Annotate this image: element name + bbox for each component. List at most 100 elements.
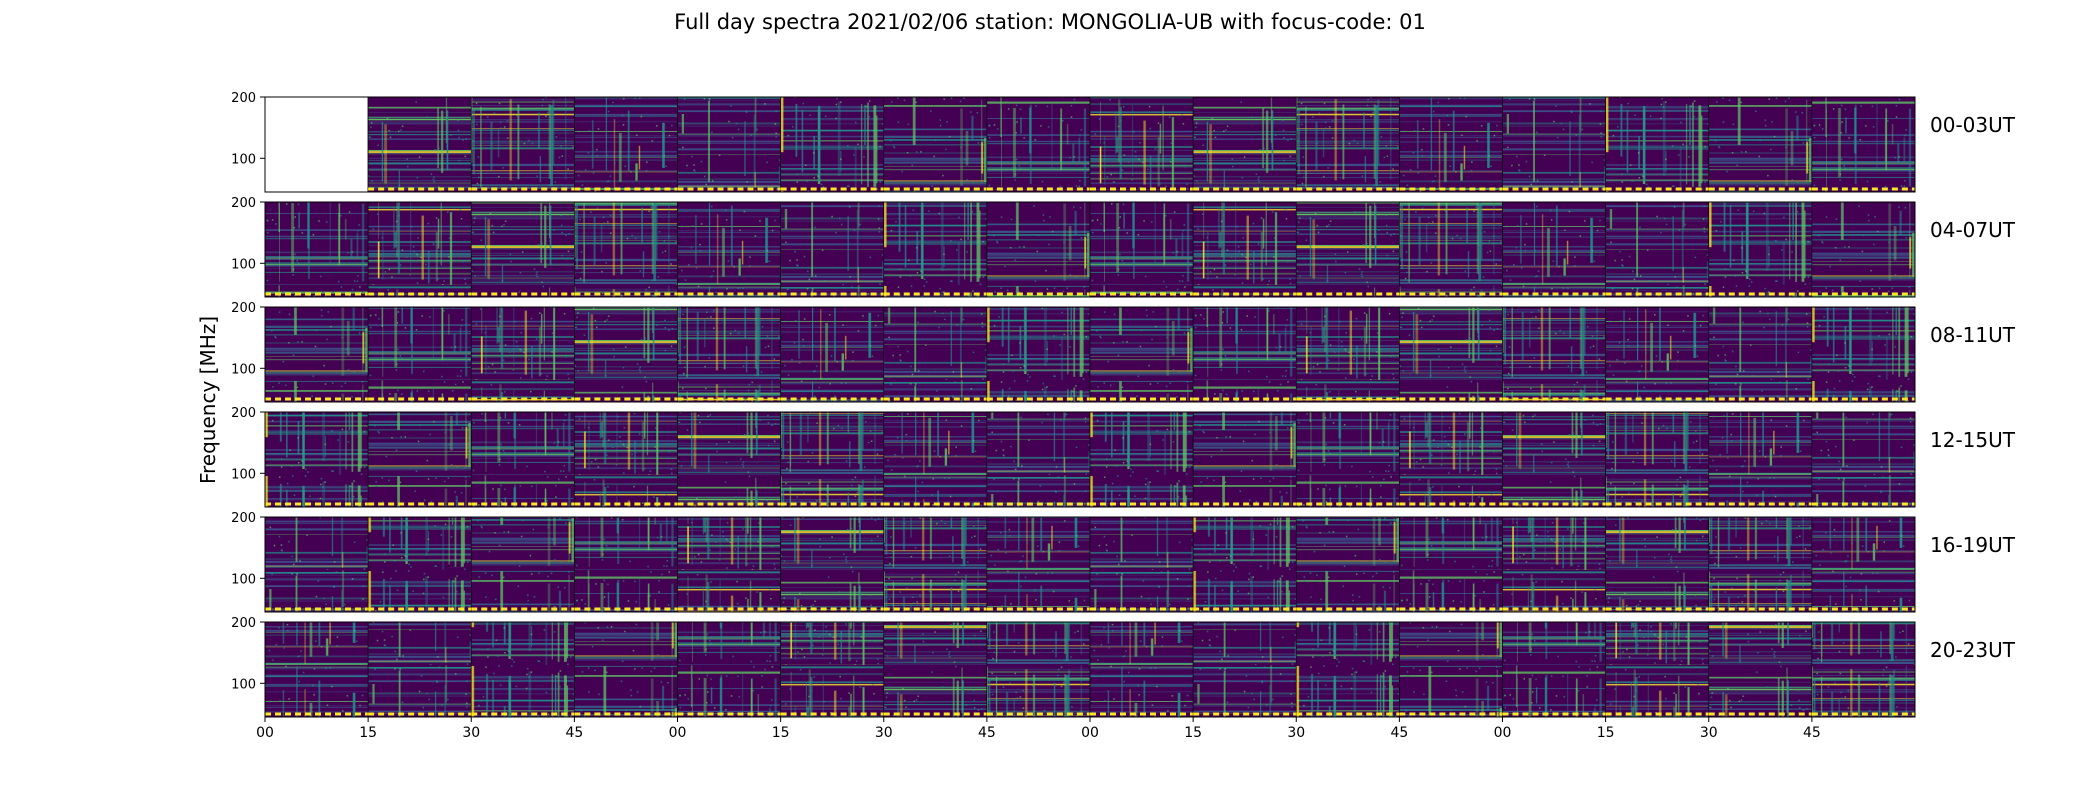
- y-tick-label: 200: [231, 406, 256, 421]
- spectrum-panel: [264, 411, 369, 508]
- spectrum-panel: [1192, 516, 1297, 613]
- spectrum-panel: [780, 201, 885, 298]
- spectrum-panel: [470, 411, 575, 508]
- spectrum-panel: [986, 306, 1091, 403]
- spectrum-panel: [883, 516, 988, 613]
- spectrum-panel: [986, 96, 1091, 193]
- spectrum-panel: [1502, 516, 1606, 613]
- x-tick-label: 00: [1081, 725, 1099, 741]
- spectrum-panel: [1502, 96, 1606, 193]
- spectrum-panel: [1811, 306, 1916, 403]
- x-tick-label: 45: [1803, 725, 1821, 741]
- spectrum-panel: [1605, 306, 1710, 403]
- spectrum-panel: [1089, 96, 1194, 193]
- spectrum-panel: [264, 621, 369, 718]
- spectrum-panel: [780, 621, 885, 718]
- spectrum-panel: [574, 201, 678, 298]
- spectrum-panel: [780, 306, 885, 403]
- spectrum-panel: [470, 621, 575, 718]
- spectrum-panel: [1502, 411, 1606, 508]
- x-tick-label: 15: [772, 725, 790, 741]
- x-tick-label: 15: [359, 725, 377, 741]
- spectrum-panel: [1089, 306, 1194, 403]
- spectrum-panel: [1605, 621, 1710, 718]
- spectrum-panel: [1089, 201, 1194, 298]
- spectrum-panel: [1192, 96, 1297, 193]
- spectrum-panel: [1089, 621, 1194, 718]
- spectrum-panel: [470, 201, 575, 298]
- spectrum-panel: [1811, 516, 1916, 613]
- spectrum-panel: [1295, 621, 1400, 718]
- chart-title: Full day spectra 2021/02/06 station: MON…: [674, 10, 1426, 34]
- spectrum-panel: [1708, 201, 1813, 298]
- row-label: 08-11UT: [1930, 323, 2016, 347]
- spectrum-panel: [1192, 201, 1297, 298]
- y-tick-label: 100: [231, 362, 256, 377]
- x-tick-label: 30: [462, 725, 480, 741]
- spectrum-panel: [1502, 201, 1606, 298]
- spectrum-panel: [986, 621, 1091, 718]
- spectrum-panel: [470, 96, 575, 193]
- y-tick-label: 200: [231, 196, 256, 211]
- spectrum-panel: [986, 201, 1091, 298]
- spectrum-panel: [1295, 516, 1400, 613]
- spectrum-panel: [264, 201, 369, 298]
- spectrum-panel: [1295, 411, 1400, 508]
- x-tick-label: 15: [1597, 725, 1615, 741]
- spectrum-panel-empty: [264, 96, 369, 193]
- spectrum-panel: [883, 621, 988, 718]
- spectrum-panel: [470, 306, 575, 403]
- row-label: 16-19UT: [1930, 533, 2016, 557]
- x-tick-label: 00: [669, 725, 687, 741]
- row-frame: [264, 411, 1916, 508]
- spectrum-panel: [1605, 516, 1710, 613]
- spectrum-panel: [1708, 96, 1813, 193]
- spectrum-panel: [264, 306, 369, 403]
- y-tick-label: 100: [231, 467, 256, 482]
- spectrum-panel: [986, 411, 1091, 508]
- spectrum-panel: [1708, 306, 1813, 403]
- y-tick-label: 200: [231, 616, 256, 631]
- spectrum-panel: [883, 306, 988, 403]
- row-label: 04-07UT: [1930, 218, 2016, 242]
- spectrum-panel: [574, 96, 678, 193]
- row-frame: [264, 201, 1916, 298]
- spectrum-panel: [574, 516, 678, 613]
- spectrum-panel: [1089, 516, 1194, 613]
- spectrum-panel: [1811, 201, 1916, 298]
- x-tick-label: 00: [1494, 725, 1512, 741]
- y-tick-label: 200: [231, 91, 256, 106]
- spectrum-panel: [986, 516, 1091, 613]
- spectrum-panel: [1192, 411, 1297, 508]
- spectrum-panel: [883, 201, 988, 298]
- spectrum-panel: [264, 516, 369, 613]
- spectrum-panel: [1708, 411, 1813, 508]
- spectrum-panel: [574, 411, 678, 508]
- spectrum-panel: [574, 306, 678, 403]
- x-tick-label: 45: [1390, 725, 1408, 741]
- y-tick-label: 200: [231, 511, 256, 526]
- spectrum-panel: [677, 201, 781, 298]
- spectrum-panel: [677, 516, 781, 613]
- row-frame: [264, 96, 1916, 193]
- y-tick-label: 100: [231, 677, 256, 692]
- spectrum-panel: [780, 96, 885, 193]
- y-tick-label: 200: [231, 301, 256, 316]
- spectrum-panel: [574, 621, 678, 718]
- spectrum-panel: [1399, 411, 1503, 508]
- spectrum-panel: [367, 306, 472, 403]
- spectrum-panel: [1811, 411, 1916, 508]
- spectrum-panel: [1605, 96, 1710, 193]
- spectrum-panel: [677, 96, 781, 193]
- row-label: 00-03UT: [1930, 113, 2016, 137]
- spectrum-panel: [780, 516, 885, 613]
- y-tick-label: 100: [231, 152, 256, 167]
- spectrum-panel: [883, 96, 988, 193]
- spectrum-panel: [367, 201, 472, 298]
- x-tick-label: 15: [1184, 725, 1202, 741]
- y-tick-label: 100: [231, 257, 256, 272]
- spectrum-panel: [1192, 306, 1297, 403]
- spectrum-panel: [677, 306, 781, 403]
- spectrum-panel: [1605, 201, 1710, 298]
